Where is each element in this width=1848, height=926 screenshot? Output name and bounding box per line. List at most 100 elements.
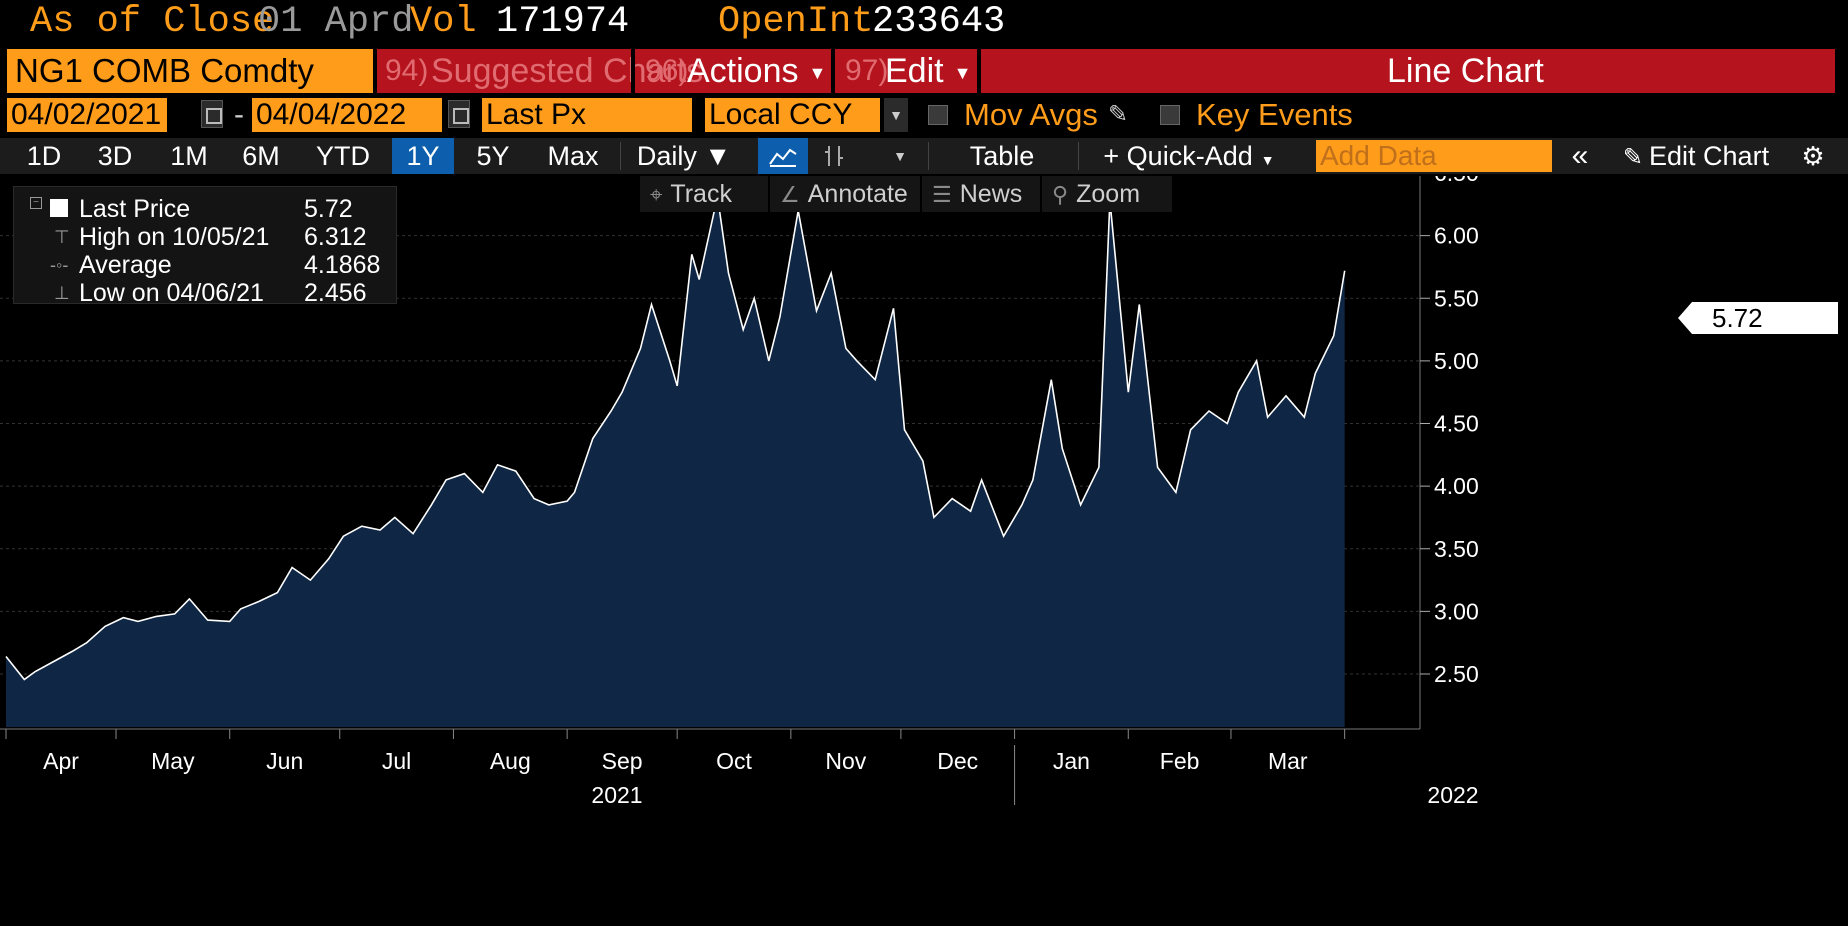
x-tick-label: Mar xyxy=(1268,748,1308,774)
menu-divider xyxy=(977,49,981,93)
menu-divider xyxy=(831,49,835,93)
key-events-checkbox[interactable] xyxy=(1160,105,1180,125)
legend-high-label: High on 10/05/21 xyxy=(79,223,270,251)
toolbar-divider xyxy=(928,142,929,170)
edit-number: 97) xyxy=(845,54,889,87)
currency-selector[interactable]: Local CCY xyxy=(705,98,880,132)
x-tick-label: Jun xyxy=(266,748,303,774)
average-marker-icon: -◦- xyxy=(50,255,69,275)
gear-icon[interactable]: ⚙ xyxy=(1801,141,1825,171)
collapse-icon[interactable]: − xyxy=(30,197,42,209)
chevron-down-icon[interactable]: ▼ xyxy=(884,98,908,132)
period-ytd-button[interactable]: YTD xyxy=(316,141,370,171)
x-tick-label: Nov xyxy=(825,748,866,774)
price-chart[interactable]: 2.50 3.00 3.50 4.00 4.50 5.00 5.50 6.00 6.50 Apr M… xyxy=(0,176,1848,926)
key-events-label: Key Events xyxy=(1196,97,1353,132)
y-tick-label: 2.50 xyxy=(1434,661,1479,687)
period-1d-button[interactable]: 1D xyxy=(26,141,62,171)
field-selector[interactable]: Last Px xyxy=(482,98,692,132)
period-max-button[interactable]: Max xyxy=(547,141,599,171)
chevron-down-icon: ▼ xyxy=(808,63,827,84)
security-ticker-field[interactable]: NG1 COMB Comdty xyxy=(7,49,373,93)
legend-low-value: 2.456 xyxy=(304,279,367,307)
annotate-label: Annotate xyxy=(807,180,908,208)
track-tool[interactable]: ⌖ Track xyxy=(640,176,768,212)
mov-avgs-label: Mov Avgs xyxy=(964,97,1098,132)
x-tick-label: Dec xyxy=(937,748,978,774)
suggested-charts-button[interactable]: Suggested Charts xyxy=(431,52,704,90)
y-tick-label: 4.50 xyxy=(1434,411,1479,437)
quick-add-label: + Quick-Add xyxy=(1103,141,1253,171)
news-icon: ☰ xyxy=(932,182,952,207)
frequency-dropdown[interactable]: Daily ▼ xyxy=(636,141,732,171)
series-line xyxy=(5,196,1346,681)
edit-menu-button[interactable]: Edit ▼ xyxy=(885,49,971,93)
last-price-marker: 5.72 xyxy=(1678,302,1838,334)
calendar-icon[interactable] xyxy=(201,100,223,128)
period-1y-button[interactable]: 1Y xyxy=(392,138,454,174)
open-interest-label: OpenInt xyxy=(718,1,874,43)
line-chart-icon[interactable] xyxy=(758,138,808,174)
menu-bar: 94) Suggested Charts 96) Actions ▼ 97) Ed… xyxy=(377,49,1835,93)
period-3d-button[interactable]: 3D xyxy=(97,141,133,171)
volume-label: Vol xyxy=(410,1,477,43)
zoom-label: Zoom xyxy=(1076,180,1141,208)
date-range-bar: 04/02/2021 - 04/04/2022 Last Px Local CC… xyxy=(0,98,1848,136)
x-tick-label: Sep xyxy=(602,748,643,774)
toolbar-divider xyxy=(620,142,621,170)
search-icon: ⚲ xyxy=(1052,182,1069,207)
y-tick-label: 6.00 xyxy=(1434,223,1479,249)
actions-menu-button[interactable]: Actions ▼ xyxy=(687,49,826,93)
add-data-input[interactable]: Add Data xyxy=(1316,140,1552,172)
news-label: News xyxy=(959,180,1023,208)
chart-type-title: Line Chart xyxy=(1387,52,1544,90)
calendar-icon[interactable] xyxy=(448,100,470,128)
high-marker-icon: ⊤ xyxy=(54,227,70,247)
x-year-label: 2022 xyxy=(1427,782,1478,808)
x-tick-label: Jul xyxy=(382,748,411,774)
as-of-date: 01 Aprd xyxy=(258,1,414,43)
y-tick-label: 6.50 xyxy=(1434,176,1479,186)
period-1m-button[interactable]: 1M xyxy=(170,141,208,171)
actions-number: 96) xyxy=(645,54,689,87)
collapse-button[interactable]: « xyxy=(1571,139,1589,172)
legend-last-value: 5.72 xyxy=(304,195,353,223)
y-tick-label: 5.50 xyxy=(1434,285,1479,311)
legend-last-label: Last Price xyxy=(79,195,191,223)
table-button[interactable]: Table xyxy=(969,141,1035,171)
legend-row-high: ⊤ High on 10/05/21 6.312 xyxy=(14,222,396,252)
zoom-tool[interactable]: ⚲ Zoom xyxy=(1042,176,1172,212)
bar-chart-icon[interactable] xyxy=(814,138,854,174)
pencil-icon[interactable]: ✎ xyxy=(1108,101,1129,128)
mov-avgs-checkbox[interactable] xyxy=(928,105,948,125)
y-tick-label: 3.50 xyxy=(1434,536,1479,562)
volume-value: 171974 xyxy=(496,1,630,43)
edit-chart-label: Edit Chart xyxy=(1649,141,1770,171)
chart-tools: ⌖ Track ∠ Annotate ☰ News ⚲ Zoom xyxy=(640,176,1180,212)
legend-high-value: 6.312 xyxy=(304,223,367,251)
actions-label: Actions xyxy=(687,52,799,90)
legend-row-last: − Last Price 5.72 xyxy=(14,194,396,224)
period-5y-button[interactable]: 5Y xyxy=(476,141,510,171)
toolbar: 1D 3D 1M 6M YTD 1Y 5Y Max Daily ▼ ▼ Tabl… xyxy=(0,138,1848,174)
toolbar-divider xyxy=(1078,142,1079,170)
start-date-field[interactable]: 04/02/2021 xyxy=(7,98,167,132)
x-tick-label: Feb xyxy=(1160,748,1200,774)
menu-divider xyxy=(631,49,635,93)
pencil-icon: ✎ xyxy=(1622,144,1644,171)
track-label: Track xyxy=(670,180,732,208)
period-6m-button[interactable]: 6M xyxy=(242,141,280,171)
date-range-separator: - xyxy=(234,98,244,131)
end-date-field[interactable]: 04/04/2022 xyxy=(252,98,442,132)
crosshair-icon: ⌖ xyxy=(650,182,663,207)
quick-add-button[interactable]: + Quick-Add ▼ xyxy=(1084,138,1294,174)
edit-chart-button[interactable]: ✎ Edit Chart xyxy=(1608,138,1784,174)
news-tool[interactable]: ☰ News xyxy=(922,176,1040,212)
annotate-tool[interactable]: ∠ Annotate xyxy=(770,176,920,212)
chevron-down-icon[interactable]: ▼ xyxy=(893,148,907,164)
chart-legend: − Last Price 5.72 ⊤ High on 10/05/21 6.3… xyxy=(13,186,397,307)
legend-low-label: Low on 04/06/21 xyxy=(79,279,264,307)
legend-row-low: ⊥ Low on 04/06/21 2.456 xyxy=(14,278,396,308)
as-of-label: As of Close xyxy=(30,1,275,43)
low-marker-icon: ⊥ xyxy=(54,283,70,303)
